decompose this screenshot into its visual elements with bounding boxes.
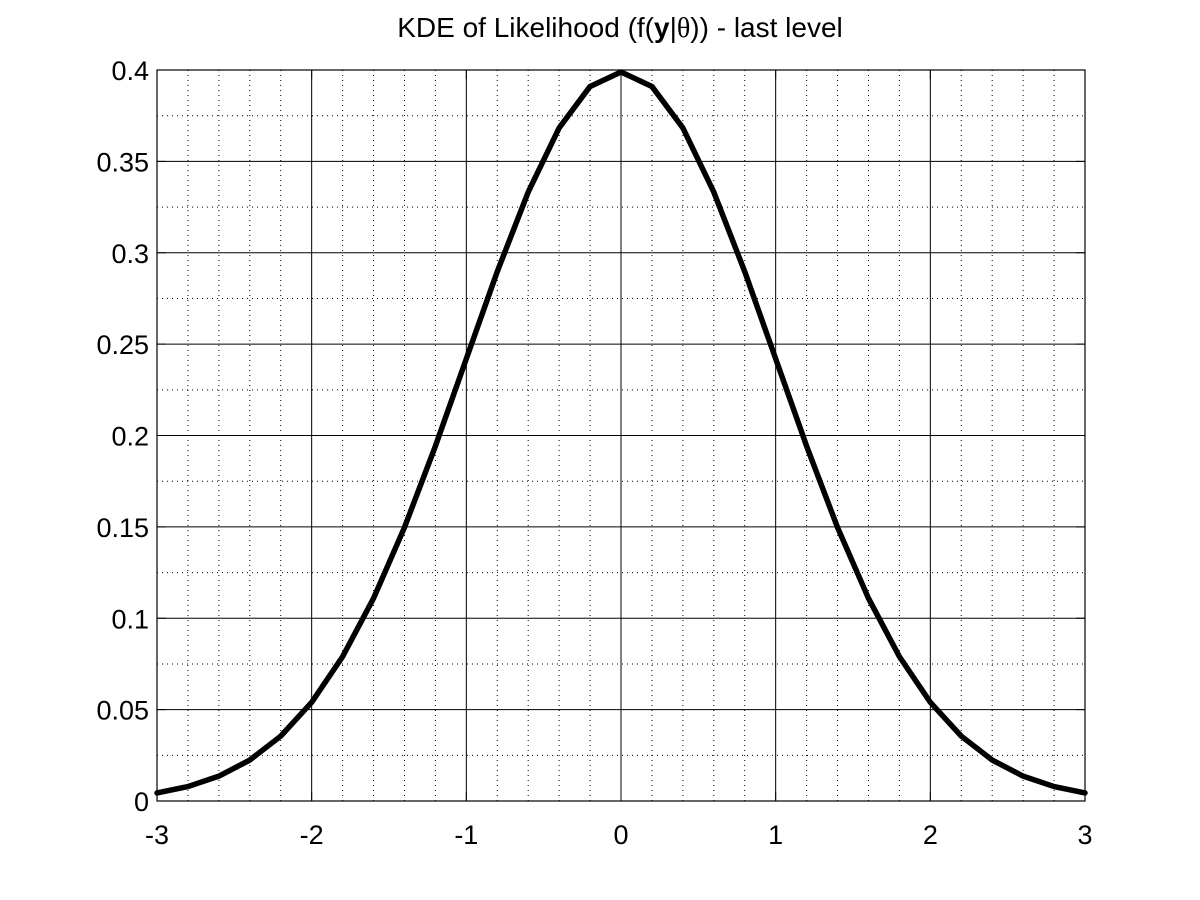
y-tick-label: 0.25 <box>96 330 149 360</box>
y-tick-labels: 0 0.05 0.1 0.15 0.2 0.25 0.3 0.35 0.4 <box>96 56 149 817</box>
y-tick-label: 0.05 <box>96 696 149 726</box>
x-tick-label: 1 <box>768 820 783 850</box>
y-tick-label: 0.15 <box>96 513 149 543</box>
x-tick-labels: -3 -2 -1 0 1 2 3 <box>145 820 1093 850</box>
chart-title: KDE of Likelihood (f(y|θ)) - last level <box>397 12 843 44</box>
x-tick-label: 0 <box>613 820 628 850</box>
x-tick-label: 3 <box>1077 820 1092 850</box>
x-tick-label: -2 <box>300 820 324 850</box>
y-tick-label: 0.35 <box>96 147 149 177</box>
x-tick-label: 2 <box>923 820 938 850</box>
y-tick-label: 0.3 <box>111 239 149 269</box>
y-tick-label: 0.2 <box>111 422 149 452</box>
title-part: θ <box>677 13 690 44</box>
title-part: y <box>654 12 670 43</box>
x-tick-label: -3 <box>145 820 169 850</box>
title-part: )) - last level <box>690 12 842 43</box>
major-grid <box>157 70 1085 801</box>
y-tick-label: 0.1 <box>111 604 149 634</box>
y-tick-label: 0 <box>134 787 149 817</box>
title-part: | <box>670 12 677 43</box>
x-tick-label: -1 <box>454 820 478 850</box>
y-tick-label: 0.4 <box>111 56 149 86</box>
tick-marks <box>156 69 1086 802</box>
title-part: KDE of Likelihood (f( <box>397 12 654 43</box>
